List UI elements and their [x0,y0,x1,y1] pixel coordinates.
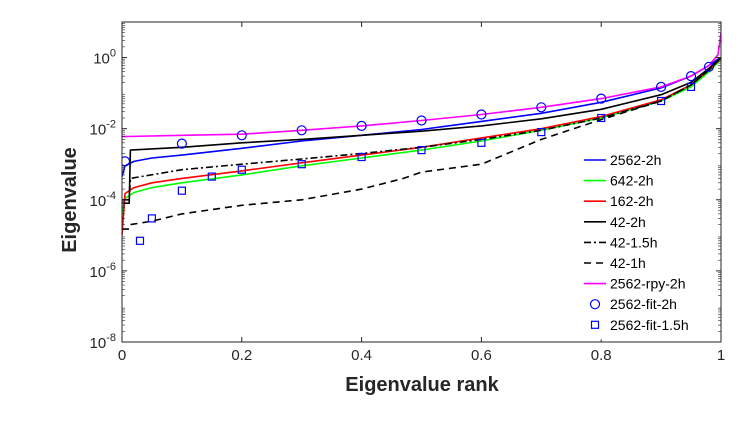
y-tick-base-0: 10 [90,335,107,352]
series-point-2562-fit-1-5h-1 [147,214,156,223]
legend: 2562-2h 642-2h 162-2h 42-2h 42-1.5h 42-1h 2562… [578,146,716,340]
series-point-2562-fit-2h-3 [296,125,307,136]
y-tick-exponent-0: -8 [106,332,116,344]
y-tick-label-4: 100 [93,48,116,68]
legend-label-42-1h: 42-1h [610,255,646,271]
series-point-2562-fit-2h-11 [703,61,715,72]
series-point-2562-fit-1-5h-9 [537,128,546,137]
series-point-2562-fit-2h-4 [356,120,367,132]
y-tick-label-0: 10-8 [90,332,116,352]
x-tick-label-1: 0.2 [231,347,252,364]
series-point-2562-fit-1-5h-3 [207,172,216,181]
y-axis-title: Eigenvalue [59,147,81,253]
series-point-2562-fit-1-5h-8 [477,138,486,147]
series-line-42-2h [122,57,721,204]
legend-label-2562-fit-1-5h: 2562-fit-1.5h [610,317,689,333]
series-point-2562-fit-1-5h-12 [686,82,696,92]
y-tick-base-4: 10 [93,51,110,68]
series-point-2562-fit-2h-5 [416,115,427,126]
plot-area [122,32,721,245]
x-tick-label-4: 0.8 [591,347,612,364]
legend-label-42-2h: 42-2h [610,214,646,230]
series-line-2562-rpy-2h [122,32,721,138]
y-tick-exponent-3: -2 [106,119,116,131]
series-point-2562-fit-2h-2 [236,130,247,141]
y-tick-exponent-2: -4 [106,190,116,202]
legend-label-42-1-5h: 42-1.5h [610,234,657,250]
y-tick-base-3: 10 [90,122,107,139]
series-point-2562-fit-1-5h-2 [177,186,186,195]
series-point-2562-fit-2h-1 [176,138,187,149]
series-point-2562-fit-1-5h-10 [597,113,606,123]
series-point-2562-fit-1-5h-7 [417,146,426,155]
series-group [122,32,721,245]
series-point-2562-fit-2h-7 [536,102,547,113]
y-tick-base-2: 10 [90,193,107,210]
series-line-42-1h [122,57,721,230]
legend-label-2562-rpy-2h: 2562-rpy-2h [610,276,686,292]
y-tick-label-2: 10-4 [90,190,116,210]
y-tick-exponent-1: -6 [106,261,116,273]
x-axis-title: Eigenvalue rank [345,374,499,396]
x-tick-label-0: 0 [118,347,126,364]
x-tick-label-2: 0.4 [351,347,372,364]
series-line-642-2h [122,58,721,215]
y-tick-label-1: 10-6 [90,261,116,281]
series-point-2562-fit-2h-10 [685,70,697,82]
y-tick-base-1: 10 [90,264,107,281]
x-tick-label-5: 1 [717,347,725,364]
y-tick-label-3: 10-2 [90,119,116,139]
legend-swatch-2562-fit-1-5h [590,320,600,329]
plot-frame [121,21,722,343]
y-tick-exponent-4: 0 [110,48,116,60]
series-point-2562-fit-2h-8 [596,93,607,104]
series-point-2562-fit-2h-6 [476,109,487,120]
series-point-2562-fit-1-5h-4 [237,165,246,174]
series-point-2562-fit-1-5h-0 [135,236,145,245]
legend-label-642-2h: 642-2h [610,173,654,189]
series-point-2562-fit-2h-9 [655,81,667,93]
x-tick-label-3: 0.6 [471,347,492,364]
series-point-2562-fit-1-5h-11 [656,96,666,106]
legend-label-162-2h: 162-2h [610,193,654,209]
legend-label-2562-2h: 2562-2h [610,152,661,168]
series-point-2562-fit-1-5h-6 [357,152,366,162]
legend-label-2562-fit-2h: 2562-fit-2h [610,296,677,312]
series-point-2562-fit-1-5h-5 [297,160,306,169]
legend-swatch-2562-fit-2h [589,299,601,310]
